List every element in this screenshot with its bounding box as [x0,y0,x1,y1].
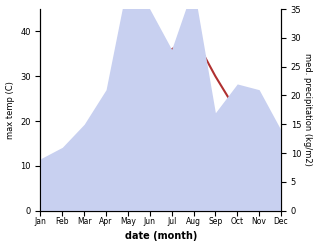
X-axis label: date (month): date (month) [125,231,197,242]
Y-axis label: med. precipitation (kg/m2): med. precipitation (kg/m2) [303,53,313,166]
Y-axis label: max temp (C): max temp (C) [5,81,15,139]
